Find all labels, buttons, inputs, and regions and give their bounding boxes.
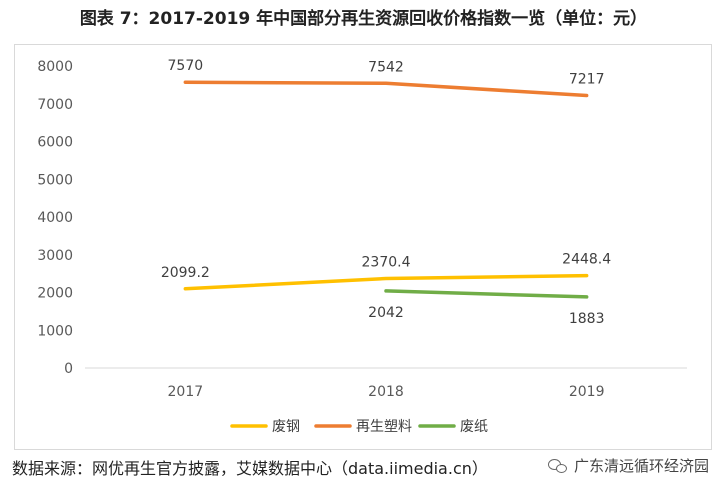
y-tick-label: 2000 — [37, 286, 73, 302]
y-tick-label: 8000 — [37, 59, 73, 75]
series-line — [183, 80, 589, 98]
data-label: 7570 — [168, 58, 204, 74]
x-tick-label: 2019 — [569, 384, 605, 400]
y-tick-label: 7000 — [37, 97, 73, 113]
data-label: 7542 — [368, 59, 404, 75]
legend-label: 废钢 — [272, 419, 300, 435]
watermark-text: 广东清远循环经济园 — [573, 457, 709, 475]
y-tick-label: 6000 — [37, 135, 73, 151]
chart-title: 图表 7：2017-2019 年中国部分再生资源回收价格指数一览（单位：元） — [79, 9, 648, 29]
y-tick-label: 3000 — [37, 248, 73, 264]
data-label: 2370.4 — [362, 255, 411, 271]
x-tick-label: 2017 — [168, 384, 204, 400]
wechat-icon — [547, 458, 568, 474]
data-label: 7217 — [569, 72, 605, 88]
y-tick-label: 5000 — [37, 172, 73, 188]
legend-label: 废纸 — [460, 419, 488, 435]
y-tick-label: 4000 — [37, 210, 73, 226]
y-tick-label: 0 — [64, 361, 73, 377]
source-note: 数据来源：网优再生官方披露，艾媒数据中心（data.iimedia.cn） — [12, 459, 488, 478]
line-chart: 0 1000 2000 3000 4000 5000 6000 7000 8000 2017 201… — [37, 58, 687, 435]
data-label: 2042 — [368, 305, 404, 321]
legend-label: 再生塑料 — [356, 419, 412, 435]
data-label: 2448.4 — [562, 252, 611, 268]
data-label: 1883 — [569, 311, 605, 327]
data-label: 2099.2 — [161, 265, 210, 281]
watermark: 广东清远循环经济园 — [547, 455, 709, 476]
x-tick-label: 2018 — [368, 384, 404, 400]
y-tick-label: 1000 — [37, 323, 73, 339]
series-line — [183, 273, 589, 291]
chart-area: 0 1000 2000 3000 4000 5000 6000 7000 8000 2017 201… — [14, 44, 712, 450]
series-line — [384, 289, 589, 299]
